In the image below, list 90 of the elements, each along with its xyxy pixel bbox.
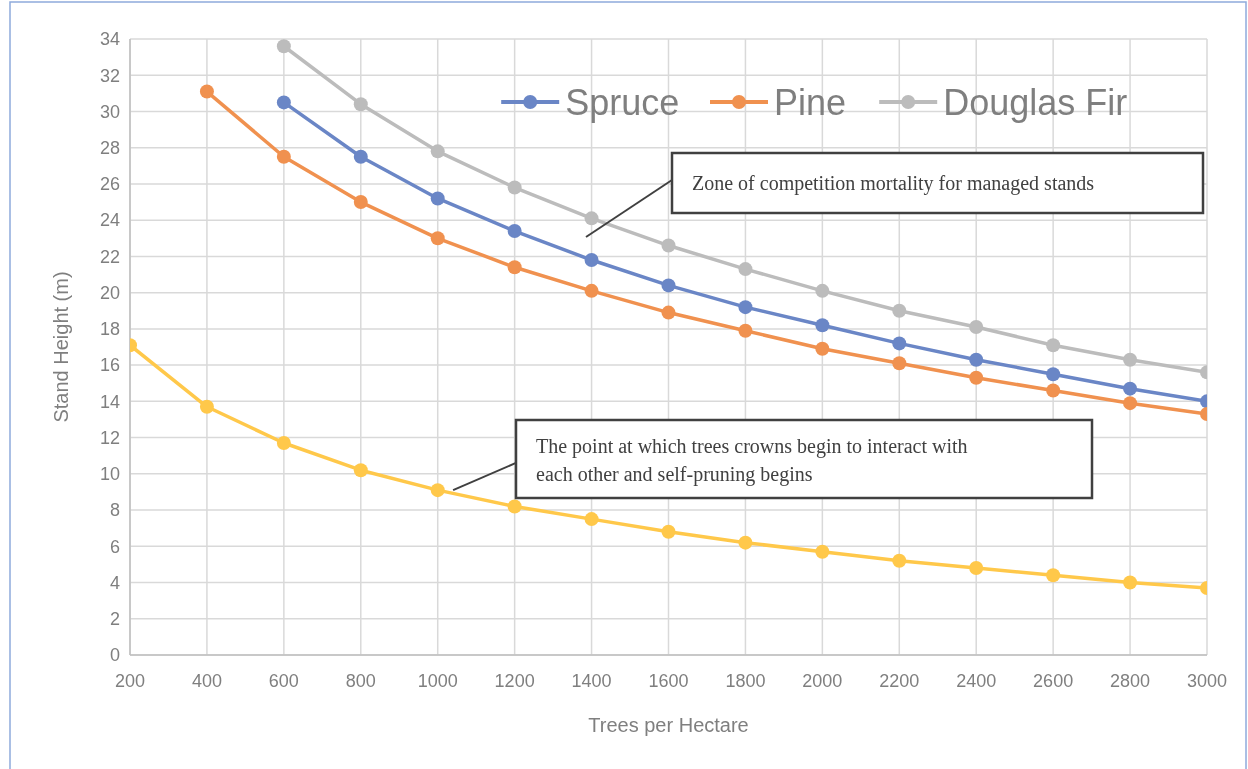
point: [584, 512, 599, 527]
point: [815, 318, 830, 333]
point: [969, 370, 984, 385]
point: [353, 195, 368, 210]
legend-label: Pine: [774, 81, 847, 123]
y-axis-title: Stand Height (m): [50, 271, 72, 423]
point: [661, 305, 676, 320]
point: [507, 499, 522, 514]
y-tick-label: 10: [99, 464, 120, 485]
x-tick-label: 1600: [648, 671, 689, 691]
point: [199, 399, 214, 414]
legend-label: Spruce: [565, 81, 680, 123]
annotation: The point at which trees crowns begin to interact with each other and self-pruning begins: [536, 435, 968, 486]
point: [892, 336, 907, 351]
x-tick-label: 800: [345, 671, 376, 691]
point: [353, 149, 368, 164]
point: [661, 278, 676, 293]
point: [430, 144, 445, 159]
point: [738, 535, 753, 550]
x-tick-label: 1000: [417, 671, 458, 691]
point: [430, 483, 445, 498]
point: [584, 253, 599, 268]
x-tick-label: 400: [191, 671, 222, 691]
legend-label: Douglas Fir: [943, 81, 1128, 123]
point: [1123, 396, 1138, 411]
x-tick-label: 1200: [494, 671, 535, 691]
y-tick-label: 2: [109, 609, 120, 630]
y-tick-label: 20: [99, 282, 120, 303]
point: [892, 303, 907, 318]
x-tick-label: 2200: [879, 671, 920, 691]
point: [430, 231, 445, 246]
point: [1046, 367, 1061, 382]
point: [584, 211, 599, 226]
y-tick-label: 18: [99, 319, 120, 340]
y-tick-label: 0: [109, 645, 120, 666]
y-tick-label: 16: [99, 355, 120, 376]
point: [507, 180, 522, 195]
point: [815, 341, 830, 356]
x-tick-label: 1400: [571, 671, 612, 691]
y-tick-label: 34: [99, 29, 120, 50]
point: [353, 97, 368, 112]
y-tick-label: 6: [109, 536, 120, 557]
point: [892, 553, 907, 568]
y-tick-label: 32: [99, 65, 120, 86]
x-tick-label: 2400: [956, 671, 997, 691]
x-tick-label: 200: [114, 671, 146, 691]
y-tick-label: 12: [99, 427, 120, 448]
point: [1123, 381, 1138, 396]
point: [1123, 575, 1138, 590]
point: [276, 95, 291, 110]
point: [507, 260, 522, 275]
point: [353, 463, 368, 478]
x-tick-label: 2600: [1033, 671, 1074, 691]
point: [892, 356, 907, 371]
point: [661, 238, 676, 253]
point: [1046, 338, 1061, 353]
x-tick-label: 1800: [725, 671, 766, 691]
point: [969, 561, 984, 576]
point: [969, 352, 984, 367]
point: [430, 191, 445, 206]
point: [584, 283, 599, 298]
point: [661, 524, 676, 539]
x-tick-label: 600: [268, 671, 299, 691]
y-tick-label: 22: [99, 246, 120, 267]
point: [276, 149, 291, 164]
point: [199, 84, 214, 99]
point: [276, 39, 291, 54]
point: [1123, 352, 1138, 367]
point: [815, 544, 830, 559]
y-tick-label: 14: [99, 391, 120, 412]
point: [1046, 383, 1061, 398]
point: [815, 283, 830, 298]
point: [969, 320, 984, 335]
point: [738, 300, 753, 315]
x-tick-label: 2000: [802, 671, 843, 691]
point: [276, 436, 291, 451]
point: [738, 262, 753, 277]
y-tick-label: 26: [99, 174, 120, 195]
y-tick-label: 28: [99, 138, 120, 159]
y-tick-label: 24: [99, 210, 120, 231]
y-tick-label: 8: [109, 500, 120, 521]
point: [1046, 568, 1061, 583]
x-axis-title: Trees per Hectare: [588, 714, 749, 736]
point: [507, 224, 522, 239]
x-tick-label: 3000: [1186, 671, 1228, 691]
x-tick-label: 2800: [1110, 671, 1151, 691]
y-tick-label: 4: [109, 572, 120, 593]
y-tick-label: 30: [99, 101, 120, 122]
point: [738, 323, 753, 338]
annotation: Zone of competition mortality for managed stands: [692, 172, 1095, 195]
